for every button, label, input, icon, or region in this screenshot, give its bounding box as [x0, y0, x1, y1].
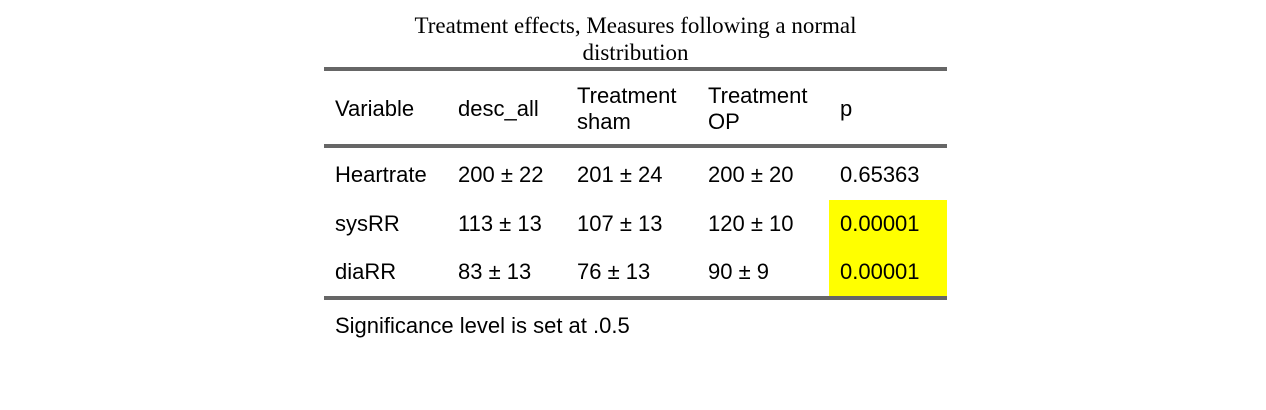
- results-table: Variable desc_all Treatment sham Treatmen…: [324, 67, 947, 300]
- cell-treatment-op: 120 ± 10: [708, 211, 794, 236]
- header-treatment-op-line1: Treatment: [708, 83, 808, 108]
- header-treatment-sham-line2: sham: [577, 109, 631, 134]
- cell-desc-all: 113 ± 13: [458, 211, 542, 236]
- table-footnote: Significance level is set at .0.5: [335, 313, 630, 338]
- cell-p-value-highlighted: 0.00001: [829, 200, 947, 248]
- cell-treatment-op: 90 ± 9: [708, 259, 770, 284]
- cell-desc-all: 200 ± 22: [458, 162, 544, 187]
- header-desc-all: desc_all: [458, 96, 539, 121]
- cell-variable: Heartrate: [335, 162, 427, 187]
- cell-variable: sysRR: [335, 211, 400, 236]
- cell-treatment-sham: 201 ± 24: [577, 162, 663, 187]
- header-variable: Variable: [335, 96, 415, 121]
- header-treatment-op: Treatment OP: [697, 69, 829, 146]
- table-header: Variable desc_all Treatment sham Treatmen…: [324, 69, 947, 146]
- cell-p-value-highlighted: 0.00001: [829, 248, 947, 298]
- table-title: Treatment effects, Measures following a …: [414, 13, 857, 65]
- cell-p-value: 0.65363: [840, 162, 920, 187]
- header-treatment-op-line2: OP: [708, 109, 740, 134]
- header-row: Variable desc_all Treatment sham Treatmen…: [324, 69, 947, 146]
- cell-treatment-op: 200 ± 20: [708, 162, 794, 187]
- cell-treatment-sham: 107 ± 13: [577, 211, 663, 236]
- header-treatment-sham: Treatment sham: [566, 69, 697, 146]
- table-row: Heartrate 200 ± 22 201 ± 24 200 ± 20 0.6…: [324, 146, 947, 200]
- table-row: diaRR 83 ± 13 76 ± 13 90 ± 9 0.00001: [324, 248, 947, 298]
- header-p: p: [840, 96, 853, 121]
- header-treatment-sham-line1: Treatment: [577, 83, 677, 108]
- results-table-container: Treatment effects, Measures following a …: [324, 12, 947, 339]
- cell-treatment-sham: 76 ± 13: [577, 259, 651, 284]
- cell-variable: diaRR: [335, 259, 397, 284]
- table-row: sysRR 113 ± 13 107 ± 13 120 ± 10 0.00001: [324, 200, 947, 248]
- table-body: Heartrate 200 ± 22 201 ± 24 200 ± 20 0.6…: [324, 146, 947, 298]
- cell-desc-all: 83 ± 13: [458, 259, 532, 284]
